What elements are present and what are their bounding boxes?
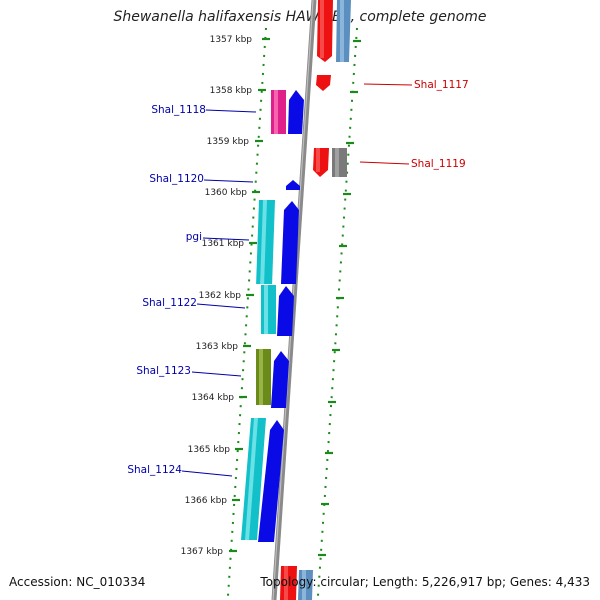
gene-red-top [317, 0, 333, 62]
gene-label: Shal_1118 [151, 104, 206, 116]
gene-shal-1122-cyan [261, 285, 276, 334]
kbp-label: 1365 kbp [188, 445, 231, 455]
gene-label: pgi [186, 231, 202, 243]
kbp-label: 1358 kbp [210, 86, 253, 96]
gene-gray [332, 148, 347, 177]
kbp-label: 1367 kbp [181, 547, 224, 557]
gene-shal-1119 [313, 148, 329, 177]
outer-ring-dotted [317, 27, 358, 597]
topology-text: Topology: circular; Length: 5,226,917 bp… [260, 575, 590, 589]
gene-label: Shal_1122 [142, 297, 197, 309]
genome-backbone [271, 0, 317, 600]
kbp-labels: 1357 kbp 1358 kbp 1359 kbp 1360 kbp 1361… [181, 35, 253, 557]
kbp-label: 1359 kbp [207, 137, 250, 147]
kbp-label: 1361 kbp [202, 239, 245, 249]
gene-shal-1122-blue [277, 286, 294, 336]
reverse-strand-genes [241, 90, 304, 542]
gene-shal-1123-olive [256, 349, 271, 405]
gene-shal-1120 [286, 180, 300, 190]
gene-label: Shal_1117 [414, 79, 469, 91]
outer-tick-marks [318, 39, 361, 557]
kbp-tick-marks [229, 37, 270, 553]
gene-label: Shal_1119 [411, 158, 466, 170]
kbp-label: 1357 kbp [210, 35, 253, 45]
right-leader-lines [359, 83, 413, 165]
gene-shal-1123-blue [271, 351, 289, 408]
gene-shal-1118-blue [288, 90, 304, 134]
accession-text: Accession: NC_010334 [9, 575, 146, 589]
gene-shal-1124-blue [258, 420, 284, 542]
gene-pgi-blue [281, 201, 299, 284]
gene-label: Shal_1123 [136, 365, 191, 377]
genome-title: Shewanella halifaxensis HAW-EB4, complet… [113, 9, 487, 25]
gene-labels-left: Shal_1118 Shal_1120 pgi Shal_1122 Shal_1… [127, 104, 206, 476]
gene-label: Shal_1124 [127, 464, 182, 476]
gene-shal-1117 [316, 75, 331, 91]
kbp-label: 1362 kbp [199, 291, 242, 301]
gene-shal-1118-magenta [271, 90, 286, 134]
forward-strand-genes [280, 0, 351, 600]
kbp-label: 1364 kbp [192, 393, 235, 403]
kbp-label: 1360 kbp [205, 188, 248, 198]
gene-labels-right: Shal_1117 Shal_1119 [411, 79, 469, 170]
kbp-label: 1363 kbp [196, 342, 239, 352]
left-leader-lines [181, 109, 257, 477]
kbp-label: 1366 kbp [185, 496, 228, 506]
gene-label: Shal_1120 [149, 173, 204, 185]
